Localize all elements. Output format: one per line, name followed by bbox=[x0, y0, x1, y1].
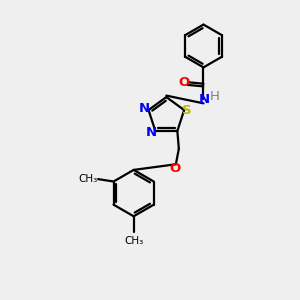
Text: H: H bbox=[210, 90, 220, 103]
Text: O: O bbox=[178, 76, 189, 89]
Text: N: N bbox=[139, 102, 150, 115]
Text: CH₃: CH₃ bbox=[124, 236, 143, 246]
Text: N: N bbox=[145, 126, 156, 139]
Text: N: N bbox=[199, 93, 210, 106]
Text: O: O bbox=[169, 162, 181, 175]
Text: CH₃: CH₃ bbox=[78, 174, 97, 184]
Text: S: S bbox=[182, 104, 192, 117]
